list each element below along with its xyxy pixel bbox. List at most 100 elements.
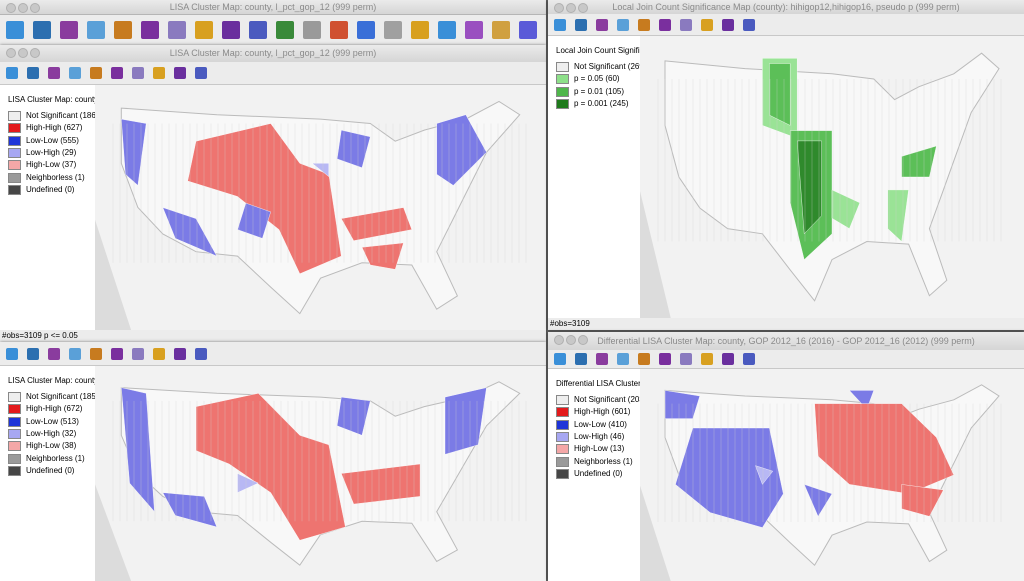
tool-button[interactable]: [303, 21, 321, 39]
legend-swatch[interactable]: [556, 468, 569, 479]
tool-button[interactable]: [519, 21, 537, 39]
window-button[interactable]: [6, 3, 16, 13]
tool-button[interactable]: [330, 21, 348, 39]
tool-button[interactable]: [141, 21, 159, 39]
legend-swatch[interactable]: [8, 416, 21, 427]
window-button[interactable]: [566, 3, 576, 13]
legend-swatch[interactable]: [556, 86, 569, 97]
window-button[interactable]: [578, 3, 588, 13]
tool-button[interactable]: [659, 18, 671, 31]
legend-swatch[interactable]: [8, 392, 21, 402]
legend-swatch[interactable]: [8, 160, 21, 171]
legend-swatch[interactable]: [8, 465, 21, 476]
legend-swatch[interactable]: [556, 431, 569, 442]
tool-button[interactable]: [60, 21, 78, 39]
tool-button[interactable]: [87, 21, 105, 39]
window-button[interactable]: [30, 3, 40, 13]
tool-button[interactable]: [554, 18, 566, 31]
legend-swatch[interactable]: [556, 407, 569, 418]
window-button[interactable]: [566, 335, 576, 345]
legend-swatch[interactable]: [8, 111, 21, 121]
tool-button[interactable]: [492, 21, 510, 39]
tool-button[interactable]: [617, 353, 629, 365]
window-button[interactable]: [554, 335, 564, 345]
legend-swatch[interactable]: [556, 419, 569, 430]
tool-button[interactable]: [701, 353, 713, 365]
tool-button[interactable]: [249, 21, 267, 39]
legend-swatch[interactable]: [556, 456, 569, 467]
legend-swatch[interactable]: [556, 395, 569, 405]
tool-button[interactable]: [384, 21, 402, 39]
cluster-region: [814, 403, 955, 495]
tool-button[interactable]: [554, 353, 566, 365]
tool-button[interactable]: [357, 21, 375, 39]
legend-swatch[interactable]: [556, 62, 569, 72]
tool-button[interactable]: [6, 67, 18, 79]
tool-button[interactable]: [111, 67, 123, 79]
tool-button[interactable]: [411, 21, 429, 39]
tool-button[interactable]: [48, 67, 60, 79]
tool-button[interactable]: [680, 353, 692, 365]
tool-button[interactable]: [638, 353, 650, 365]
tool-button[interactable]: [114, 21, 132, 39]
window-button[interactable]: [18, 3, 28, 13]
tool-button[interactable]: [153, 67, 165, 79]
tool-button[interactable]: [465, 21, 483, 39]
tool-button[interactable]: [680, 18, 692, 31]
tool-button[interactable]: [6, 347, 18, 360]
legend-swatch[interactable]: [556, 444, 569, 455]
window-button[interactable]: [18, 48, 28, 58]
tool-button[interactable]: [743, 18, 755, 31]
tool-button[interactable]: [722, 18, 734, 31]
tool-button[interactable]: [722, 353, 734, 365]
tool-button[interactable]: [132, 347, 144, 360]
tool-button[interactable]: [174, 67, 186, 79]
tool-button[interactable]: [6, 21, 24, 39]
window-button[interactable]: [6, 48, 16, 58]
legend-swatch[interactable]: [8, 135, 21, 146]
legend-swatch[interactable]: [8, 441, 21, 452]
tool-button[interactable]: [596, 18, 608, 31]
window-button[interactable]: [554, 3, 564, 13]
legend-swatch[interactable]: [8, 123, 21, 134]
tool-button[interactable]: [33, 21, 51, 39]
tool-button[interactable]: [222, 21, 240, 39]
legend-title: LISA Cluster Map: county: [8, 376, 96, 385]
tool-button[interactable]: [438, 21, 456, 39]
legend-swatch[interactable]: [556, 74, 569, 85]
window-button[interactable]: [578, 335, 588, 345]
window-button[interactable]: [30, 48, 40, 58]
legend-swatch[interactable]: [8, 453, 21, 464]
tool-button[interactable]: [575, 353, 587, 365]
legend-swatch[interactable]: [8, 172, 21, 183]
tool-button[interactable]: [90, 67, 102, 79]
tool-button[interactable]: [153, 347, 165, 360]
tool-button[interactable]: [27, 67, 39, 79]
tool-button[interactable]: [168, 21, 186, 39]
tool-button[interactable]: [659, 353, 671, 365]
tool-button[interactable]: [596, 353, 608, 365]
tool-button[interactable]: [638, 18, 650, 31]
tool-button[interactable]: [195, 347, 207, 360]
legend-swatch[interactable]: [8, 404, 21, 415]
tool-button[interactable]: [701, 18, 713, 31]
legend-swatch[interactable]: [8, 147, 21, 158]
legend-swatch[interactable]: [8, 428, 21, 439]
tool-button[interactable]: [195, 21, 213, 39]
tool-button[interactable]: [743, 353, 755, 365]
legend: Local Join Count Significa Not Significan…: [548, 36, 641, 318]
tool-button[interactable]: [575, 18, 587, 31]
tool-button[interactable]: [111, 347, 123, 360]
tool-button[interactable]: [69, 347, 81, 360]
tool-button[interactable]: [48, 347, 60, 360]
tool-button[interactable]: [132, 67, 144, 79]
tool-button[interactable]: [195, 67, 207, 79]
legend-swatch[interactable]: [8, 184, 21, 195]
tool-button[interactable]: [617, 18, 629, 31]
tool-button[interactable]: [174, 347, 186, 360]
legend-swatch[interactable]: [556, 98, 569, 109]
tool-button[interactable]: [27, 347, 39, 360]
tool-button[interactable]: [276, 21, 294, 39]
tool-button[interactable]: [69, 67, 81, 79]
tool-button[interactable]: [90, 347, 102, 360]
